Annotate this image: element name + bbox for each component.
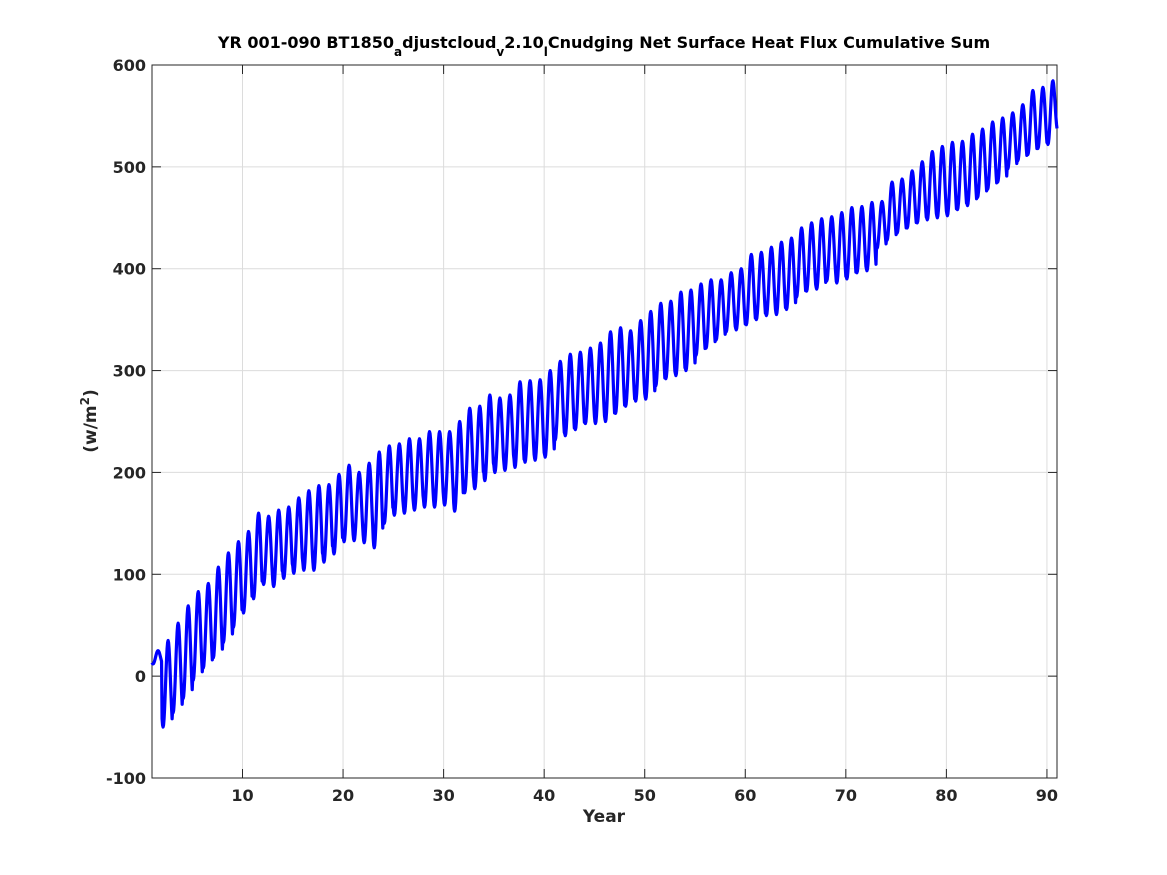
x-tick-label: 20 <box>332 786 354 805</box>
x-axis-label: Year <box>582 807 626 827</box>
y-tick-label: 200 <box>113 463 146 482</box>
x-tick-label: 10 <box>231 786 253 805</box>
y-tick-label: 600 <box>113 56 146 75</box>
x-tick-label: 30 <box>432 786 454 805</box>
x-tick-label: 90 <box>1036 786 1058 805</box>
tick-marks <box>152 64 1057 779</box>
y-axis-label: (w/m2) <box>78 389 101 453</box>
x-tick-label: 80 <box>935 786 957 805</box>
x-tick-label: 40 <box>533 786 555 805</box>
y-tick-label: 100 <box>113 565 146 584</box>
x-tick-label: 50 <box>634 786 656 805</box>
series-line <box>150 79 1059 729</box>
y-tick-labels: -100 0 100 200 300 400 500 600 <box>106 56 146 788</box>
y-tick-label: 0 <box>135 667 146 686</box>
y-tick-label: -100 <box>106 769 146 788</box>
x-tick-label: 60 <box>734 786 756 805</box>
y-tick-label: 500 <box>113 158 146 177</box>
x-tick-label: 70 <box>835 786 857 805</box>
y-tick-label: 300 <box>113 362 146 381</box>
x-tick-labels: 10 20 30 40 50 60 70 80 90 <box>231 786 1058 805</box>
plot-area-box <box>151 64 1058 779</box>
y-tick-label: 400 <box>113 260 146 279</box>
chart-title: YR 001-090 BT1850adjustcloudv2.10lCnudgi… <box>217 33 990 59</box>
series-layer <box>150 79 1059 729</box>
